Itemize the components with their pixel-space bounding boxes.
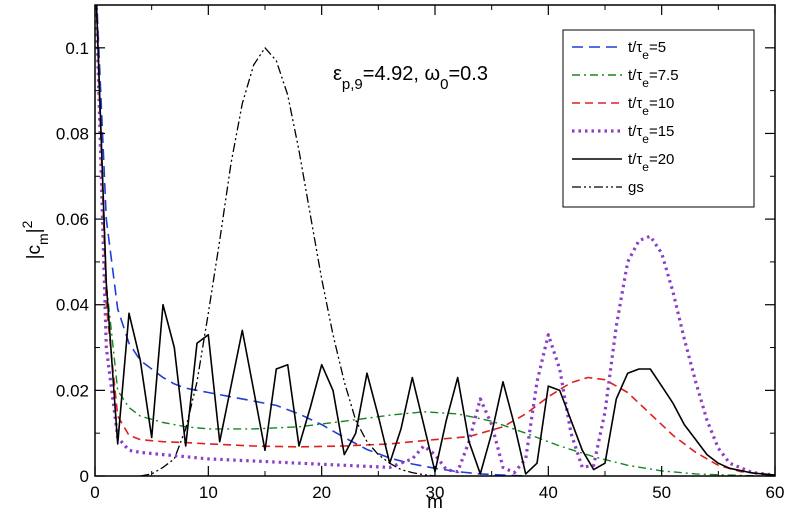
series-line-1	[96, 5, 526, 476]
legend-label-4: t/τe=15	[628, 123, 674, 146]
series-line-2	[95, 5, 775, 476]
y-tick-label: 0.02	[56, 381, 89, 400]
series-line-5	[95, 5, 775, 476]
series-line-6	[140, 47, 436, 476]
x-tick-label: 60	[766, 483, 785, 502]
x-tick-labels: 0 10 20 30 40 50 60	[90, 483, 784, 502]
series-layer	[95, 5, 775, 476]
y-tick-labels: 0 0.02 0.04 0.06 0.08 0.1	[56, 39, 89, 486]
legend-label-6: gs	[628, 179, 644, 196]
legend-label-2: t/τe=7.5	[628, 67, 679, 90]
x-axis-title: m	[427, 492, 443, 513]
x-tick-label: 10	[199, 483, 218, 502]
series-line-4	[95, 5, 775, 476]
x-tick-label: 20	[312, 483, 331, 502]
parameter-annotation: εp,9=4.92, ω0=0.3	[333, 63, 488, 93]
y-tick-label: 0.1	[65, 39, 89, 58]
y-tick-label: 0.04	[56, 296, 89, 315]
x-tick-label: 30	[426, 483, 445, 502]
x-tick-label: 50	[652, 483, 671, 502]
legend-box	[562, 29, 755, 208]
y-tick-label: 0	[80, 467, 89, 486]
series-line-3	[95, 5, 775, 476]
legend-label-3: t/τe=10	[628, 95, 674, 118]
legend-label-1: t/τe=5	[628, 39, 666, 62]
y-tick-label: 0.06	[56, 210, 89, 229]
legend-label-5: t/τe=20	[628, 151, 674, 174]
y-axis-title: |cm|2	[19, 220, 51, 259]
ticks-layer	[94, 5, 776, 477]
legend: t/τe=5 t/τe=7.5 t/τe=10 t/τe=15 t/τe=20 gs	[562, 29, 755, 208]
y-tick-label: 0.08	[56, 124, 89, 143]
x-tick-label: 40	[539, 483, 558, 502]
x-tick-label: 0	[90, 483, 99, 502]
